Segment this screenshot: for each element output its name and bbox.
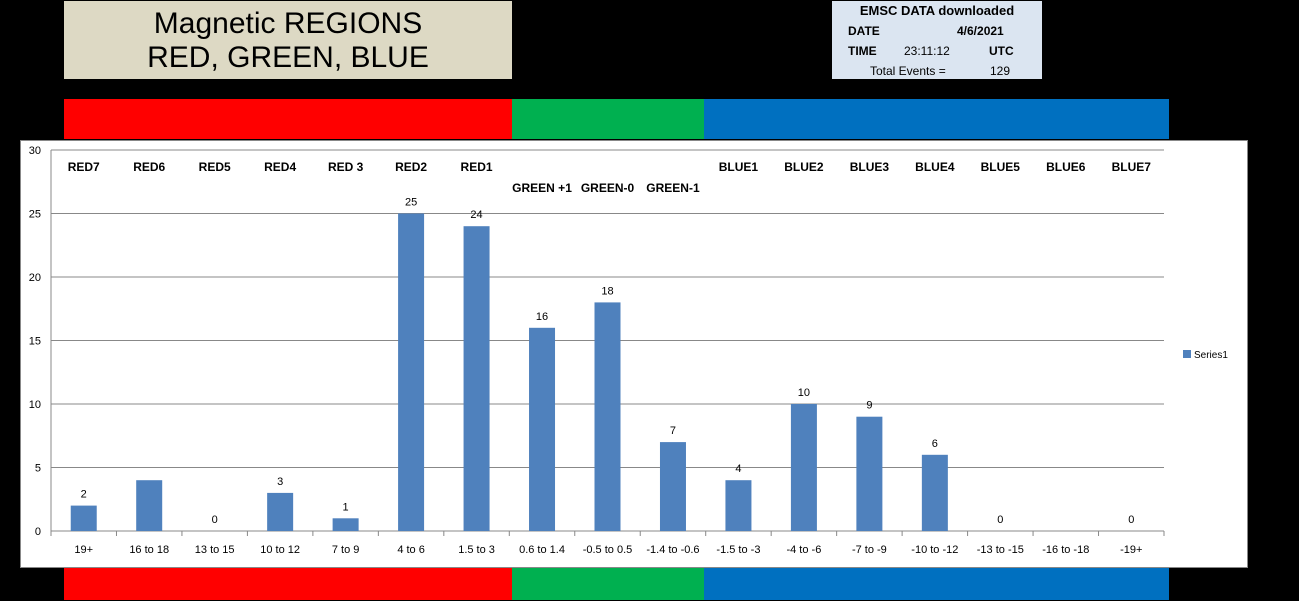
bar: [267, 492, 294, 531]
bar: [136, 480, 163, 531]
x-tick-label: 13 to 15: [195, 544, 235, 556]
date-value: 4/6/2021: [957, 24, 1004, 38]
blue-band-bottom: [704, 568, 1169, 600]
y-tick-label: 5: [35, 463, 41, 475]
x-tick-label: -0.5 to 0.5: [583, 544, 633, 556]
x-tick-label: -10 to -12: [911, 544, 958, 556]
region-label: GREEN-1: [646, 181, 700, 195]
x-tick-label: -1.4 to -0.6: [646, 544, 699, 556]
data-label: 18: [601, 285, 613, 297]
bar: [529, 327, 556, 531]
x-tick-label: 7 to 9: [332, 544, 360, 556]
data-label: 10: [798, 387, 810, 399]
bar: [921, 454, 948, 531]
date-label: DATE: [848, 24, 880, 38]
region-label: GREEN +1: [512, 181, 572, 195]
y-tick-label: 25: [29, 209, 41, 221]
y-tick-label: 0: [35, 526, 41, 538]
region-label: RED2: [395, 160, 427, 174]
x-tick-label: -1.5 to -3: [716, 544, 760, 556]
data-label: 6: [932, 438, 938, 450]
info-box: EMSC DATA downloaded DATE 4/6/2021 TIME …: [832, 1, 1042, 79]
data-label: 2: [81, 489, 87, 501]
data-label: 25: [405, 197, 417, 209]
bar: [70, 505, 97, 531]
y-tick-label: 10: [29, 399, 41, 411]
x-tick-label: 0.6 to 1.4: [519, 544, 565, 556]
title-line-1: Magnetic REGIONS: [153, 7, 423, 40]
bar: [594, 302, 621, 531]
x-tick-label: -13 to -15: [977, 544, 1024, 556]
chart-area: 0 5 10 15 20 25 30 2 19+ RED7 16 to 18 RED6 0 13 to 1…: [20, 140, 1248, 568]
region-label: BLUE1: [719, 160, 759, 174]
bar: [659, 442, 686, 531]
region-label: BLUE2: [784, 160, 824, 174]
events-value: 129: [990, 64, 1011, 78]
data-label: 0: [1128, 514, 1134, 526]
y-tick-label: 30: [29, 145, 41, 157]
region-label: BLUE7: [1112, 160, 1152, 174]
bar: [790, 404, 817, 531]
bar: [725, 480, 752, 531]
bar: [332, 518, 359, 531]
region-label: RED5: [199, 160, 231, 174]
green-band-bottom: [512, 568, 704, 600]
x-tick-label: 19+: [74, 544, 93, 556]
blue-band-top: [704, 99, 1169, 139]
time-label: TIME: [848, 44, 877, 58]
region-label: RED1: [461, 160, 493, 174]
data-label: 3: [277, 476, 283, 488]
data-label: 24: [470, 209, 482, 221]
events-label: Total Events =: [870, 64, 946, 78]
time-value: 23:11:12: [904, 44, 950, 58]
bar: [856, 416, 883, 531]
x-tick-label: -7 to -9: [852, 544, 887, 556]
x-tick-label: -19+: [1120, 544, 1142, 556]
title-line-2: RED, GREEN, BLUE: [147, 41, 429, 74]
time-zone: UTC: [989, 44, 1014, 58]
region-label: RED 3: [328, 160, 364, 174]
x-tick-label: 10 to 12: [260, 544, 300, 556]
data-label: 4: [735, 463, 741, 475]
legend-label: Series1: [1194, 350, 1228, 361]
info-header: EMSC DATA downloaded: [859, 3, 1015, 18]
data-label: 0: [212, 514, 218, 526]
region-label: RED6: [133, 160, 165, 174]
red-band-top: [64, 99, 512, 139]
y-tick-label: 15: [29, 336, 41, 348]
red-band-bottom: [64, 568, 512, 600]
title-box: Magnetic REGIONS RED, GREEN, BLUE: [64, 1, 512, 79]
region-label: BLUE4: [915, 160, 955, 174]
data-label: 9: [866, 400, 872, 412]
data-label: 0: [997, 514, 1003, 526]
legend-swatch: [1183, 350, 1191, 358]
region-label: RED4: [264, 160, 296, 174]
data-label: 16: [536, 311, 548, 323]
region-label: BLUE6: [1046, 160, 1086, 174]
bar: [398, 213, 425, 531]
x-tick-label: 1.5 to 3: [458, 544, 495, 556]
region-label: GREEN-0: [581, 181, 635, 195]
x-tick-label: 16 to 18: [129, 544, 169, 556]
data-label: 1: [343, 501, 349, 513]
y-tick-label: 20: [29, 272, 41, 284]
bar: [463, 226, 490, 531]
region-label: BLUE3: [850, 160, 890, 174]
region-label: BLUE5: [981, 160, 1021, 174]
region-label: RED7: [68, 160, 100, 174]
data-label: 7: [670, 425, 676, 437]
x-tick-label: -4 to -6: [786, 544, 821, 556]
green-band-top: [512, 99, 704, 139]
x-tick-label: 4 to 6: [397, 544, 425, 556]
x-tick-label: -16 to -18: [1042, 544, 1089, 556]
